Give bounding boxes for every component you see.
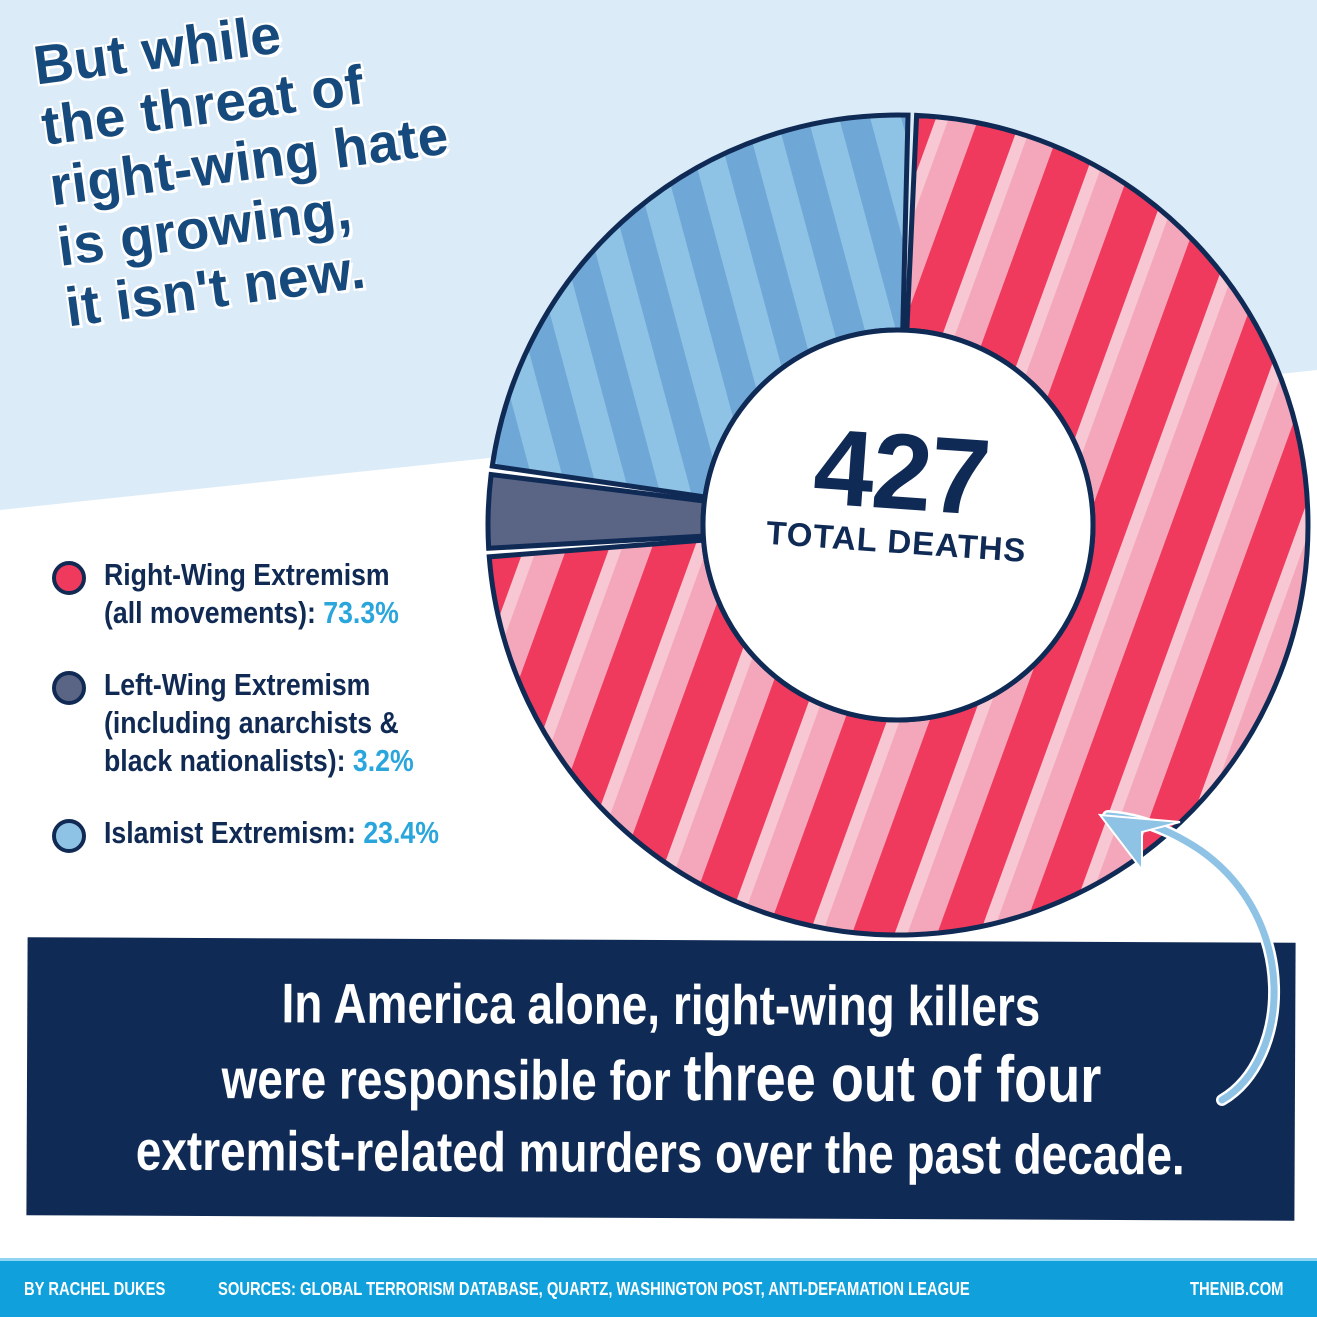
footer-site-link[interactable]: THENIB.COM [1190,1278,1284,1299]
legend-label-line: black nationalists): 3.2% [104,742,414,780]
legend-label-line: Left-Wing Extremism [104,667,371,702]
donut-hole [700,327,1096,723]
legend-label-line: (all movements): 73.3% [104,594,399,632]
callout-line: were responsible for three out of four [221,1039,1101,1119]
callout-line: extremist-related murders over the past … [136,1118,1186,1187]
legend-item-islamist: Islamist Extremism: 23.4% [52,814,522,853]
legend-value: 23.4% [363,815,439,850]
callout-emphasis: three out of four [682,1040,1102,1116]
callout-line: In America alone, right-wing killers [281,971,1041,1038]
callout-box: In America alone, right-wing killers wer… [26,937,1296,1221]
legend-label-line: Islamist Extremism: 23.4% [104,814,439,852]
legend-label-text: (all movements): [104,595,324,630]
legend-label: Islamist Extremism: 23.4% [104,814,439,852]
center-label: 427 TOTAL DEATHS [701,405,1100,574]
legend-swatch-left-wing [52,671,86,705]
legend-label-line: (including anarchists & [104,705,399,740]
legend-swatch-right-wing [52,561,86,595]
footer-byline: BY RACHEL DUKES [24,1278,166,1299]
legend-swatch-islamist [52,819,86,853]
legend-label: Left-Wing Extremism (including anarchist… [104,666,414,780]
legend-label: Right-Wing Extremism (all movements): 73… [104,556,399,632]
legend-label-text: Islamist Extremism: [104,815,364,850]
legend-item-left-wing: Left-Wing Extremism (including anarchist… [52,666,522,780]
legend-label-text: black nationalists): [104,743,353,778]
legend-value: 3.2% [352,743,414,778]
legend-value: 73.3% [323,595,399,630]
legend-item-right-wing: Right-Wing Extremism (all movements): 73… [52,556,522,632]
footer-bar: BY RACHEL DUKES SOURCES: GLOBAL TERRORIS… [0,1258,1317,1317]
legend: Right-Wing Extremism (all movements): 73… [52,556,522,887]
legend-label-line: Right-Wing Extremism [104,557,390,592]
footer-sources: SOURCES: GLOBAL TERRORISM DATABASE, QUAR… [218,1278,970,1299]
callout-text: were responsible for [220,1047,684,1113]
